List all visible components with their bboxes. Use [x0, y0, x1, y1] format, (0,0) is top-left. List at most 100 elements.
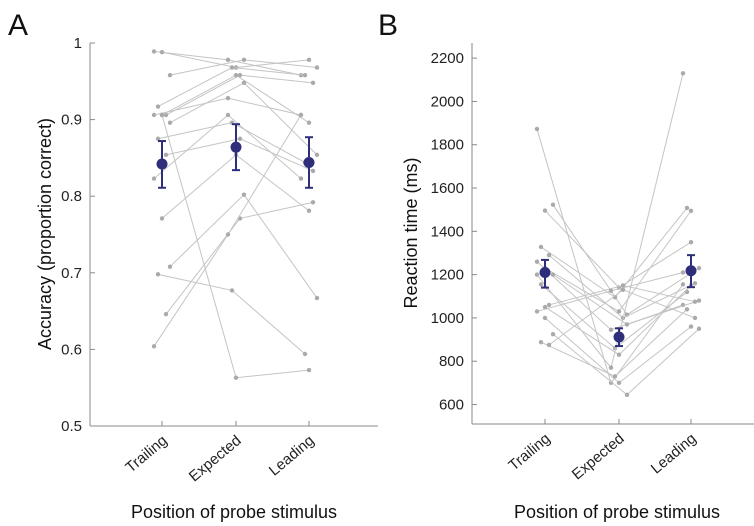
subject-point [680, 282, 686, 287]
subject-point [546, 342, 552, 348]
x-tick-label: Leading [266, 432, 318, 479]
subject-point [542, 208, 548, 213]
subject-point [229, 288, 235, 293]
subject-point [314, 152, 320, 158]
subject-line [165, 74, 314, 116]
x-tick-label: Expected [569, 430, 628, 483]
subject-line [153, 97, 302, 116]
subject-point [159, 112, 165, 118]
subject-point [167, 120, 173, 125]
panel-b-letter: B [378, 9, 398, 42]
subject-point [298, 176, 304, 181]
subject-point [684, 307, 690, 312]
panel-a-subject-data [151, 49, 320, 380]
subject-point [692, 281, 698, 286]
subject-point [159, 49, 165, 55]
subject-point [616, 309, 622, 314]
subject-point [155, 136, 161, 141]
subject-point [151, 344, 157, 349]
subject-point [302, 351, 308, 357]
subject-point [167, 264, 173, 269]
subject-point [624, 322, 630, 327]
subject-point [692, 315, 698, 321]
y-tick-label: 0.6 [61, 341, 82, 358]
subject-point [310, 80, 316, 86]
mean-point [303, 156, 315, 168]
y-tick-label: 0.7 [61, 265, 82, 282]
subject-point [696, 326, 702, 331]
y-tick-label: 0.5 [61, 418, 82, 435]
subject-line [536, 261, 684, 331]
subject-line [157, 273, 306, 355]
subject-line [169, 59, 318, 76]
subject-point [306, 208, 312, 213]
mean-point [156, 158, 168, 170]
subject-point [241, 192, 247, 197]
subject-point [542, 304, 548, 310]
subject-point [684, 205, 690, 211]
subject-point [688, 208, 694, 213]
subject-point [310, 200, 316, 205]
subject-point [314, 65, 320, 70]
subject-point [306, 120, 312, 125]
mean-point [539, 266, 551, 278]
subject-point [534, 309, 540, 314]
subject-point [241, 57, 247, 63]
subject-point [688, 239, 694, 245]
mean-point [613, 331, 625, 343]
mean-point [685, 265, 697, 277]
subject-line [153, 114, 302, 179]
subject-point [314, 295, 320, 301]
subject-point [159, 216, 165, 221]
subject-line [536, 73, 684, 369]
subject-point [616, 352, 622, 357]
subject-point [237, 136, 243, 141]
y-tick-label: 1600 [431, 180, 464, 197]
y-tick-label: 1 [74, 35, 82, 52]
subject-point [692, 299, 698, 304]
subject-point [298, 112, 304, 118]
subject-point [608, 380, 614, 386]
panel-b: B 600 800 1000 1200 1400 1600 1800 2000 2200 Tra… [378, 9, 754, 522]
subject-line [540, 207, 688, 299]
panel-a-mean-markers [156, 123, 315, 189]
subject-point [163, 152, 169, 158]
subject-point [550, 202, 556, 207]
subject-point [538, 339, 544, 345]
subject-point [306, 57, 312, 63]
subject-point [542, 315, 548, 321]
y-tick-label: 2200 [431, 50, 464, 67]
y-tick-label: 600 [439, 397, 464, 414]
subject-point [608, 365, 614, 370]
subject-point [620, 283, 626, 288]
x-tick-label: Trailing [505, 430, 553, 474]
y-tick-label: 0.9 [61, 112, 82, 129]
y-tick-label: 1800 [431, 137, 464, 154]
y-tick-label: 800 [439, 353, 464, 370]
subject-point [688, 324, 694, 329]
y-tick-label: 1000 [431, 310, 464, 327]
subject-point [306, 367, 312, 373]
subject-point [612, 374, 618, 379]
subject-point [225, 232, 231, 237]
panel-b-x-ticks: Trailing Expected Leading [505, 419, 700, 483]
x-tick-label: Expected [186, 432, 245, 485]
subject-line [536, 128, 684, 384]
subject-point [233, 72, 239, 78]
panel-a-letter: A [8, 9, 28, 42]
y-tick-label: 1400 [431, 223, 464, 240]
subject-point [151, 176, 157, 181]
y-tick-label: 2000 [431, 93, 464, 110]
panel-a: A 0.5 0.6 0.7 0.8 0.9 1 Trailing Expected Leadi… [8, 9, 378, 522]
subject-point [229, 65, 235, 70]
subject-point [550, 331, 556, 337]
subject-point [608, 327, 614, 333]
subject-line [169, 193, 318, 299]
x-tick-label: Trailing [122, 432, 170, 476]
subject-point [302, 72, 308, 78]
y-tick-label: 0.8 [61, 188, 82, 205]
panel-a-x-axis-label: Position of probe stimulus [131, 502, 337, 522]
panel-a-x-ticks: Trailing Expected Leading [122, 421, 318, 485]
subject-point [241, 80, 247, 86]
subject-point [233, 375, 239, 380]
